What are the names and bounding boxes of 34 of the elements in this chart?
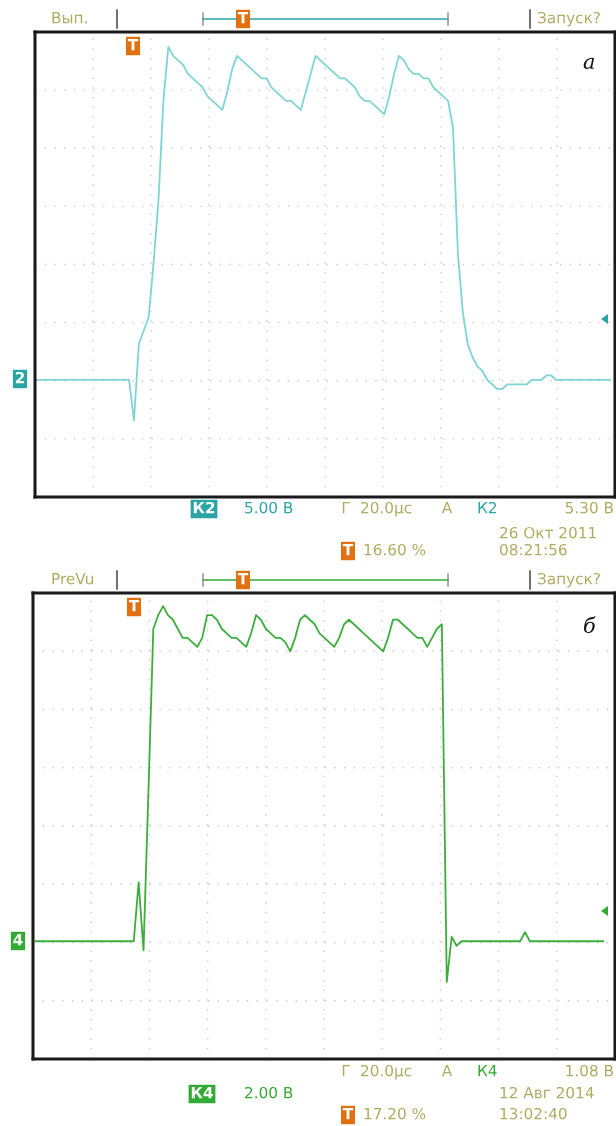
text: К4	[478, 1065, 497, 1077]
annotation: б	[584, 616, 596, 634]
text: 16.60 %	[364, 543, 426, 556]
text: А	[441, 502, 453, 514]
text: T	[342, 544, 354, 556]
text: PreVu	[52, 573, 93, 585]
text: T	[237, 12, 249, 24]
text: 2	[15, 371, 24, 384]
text: Г	[342, 1065, 350, 1077]
text: 2.00 В	[245, 1086, 293, 1099]
text: 26 Окт 2011	[500, 526, 596, 539]
text: Запуск?	[538, 572, 600, 588]
text: 20.0µс	[361, 1064, 412, 1080]
text: 5.30 В	[565, 501, 613, 514]
text: К4	[191, 1087, 213, 1099]
text: 17.20 %	[364, 1107, 426, 1120]
text: 08:21:56	[500, 543, 567, 556]
text: 13:02:40	[500, 1107, 567, 1120]
annotation: T	[128, 600, 140, 612]
text: Г	[342, 502, 350, 514]
text: T	[237, 573, 249, 585]
text: 12 Авг 2014	[500, 1086, 594, 1099]
annotation: T	[127, 39, 139, 51]
text: А	[441, 1065, 453, 1077]
text: 20.0µс	[361, 501, 412, 517]
text: Вып.	[52, 12, 87, 24]
text: 4	[13, 934, 23, 946]
text: T	[342, 1108, 354, 1120]
text: К2	[478, 501, 497, 514]
text: К2	[193, 501, 215, 514]
annotation: а	[583, 57, 595, 70]
text: Запуск?	[538, 11, 600, 27]
text: 1.08 В	[566, 1064, 613, 1077]
text: 5.00 В	[245, 501, 293, 514]
